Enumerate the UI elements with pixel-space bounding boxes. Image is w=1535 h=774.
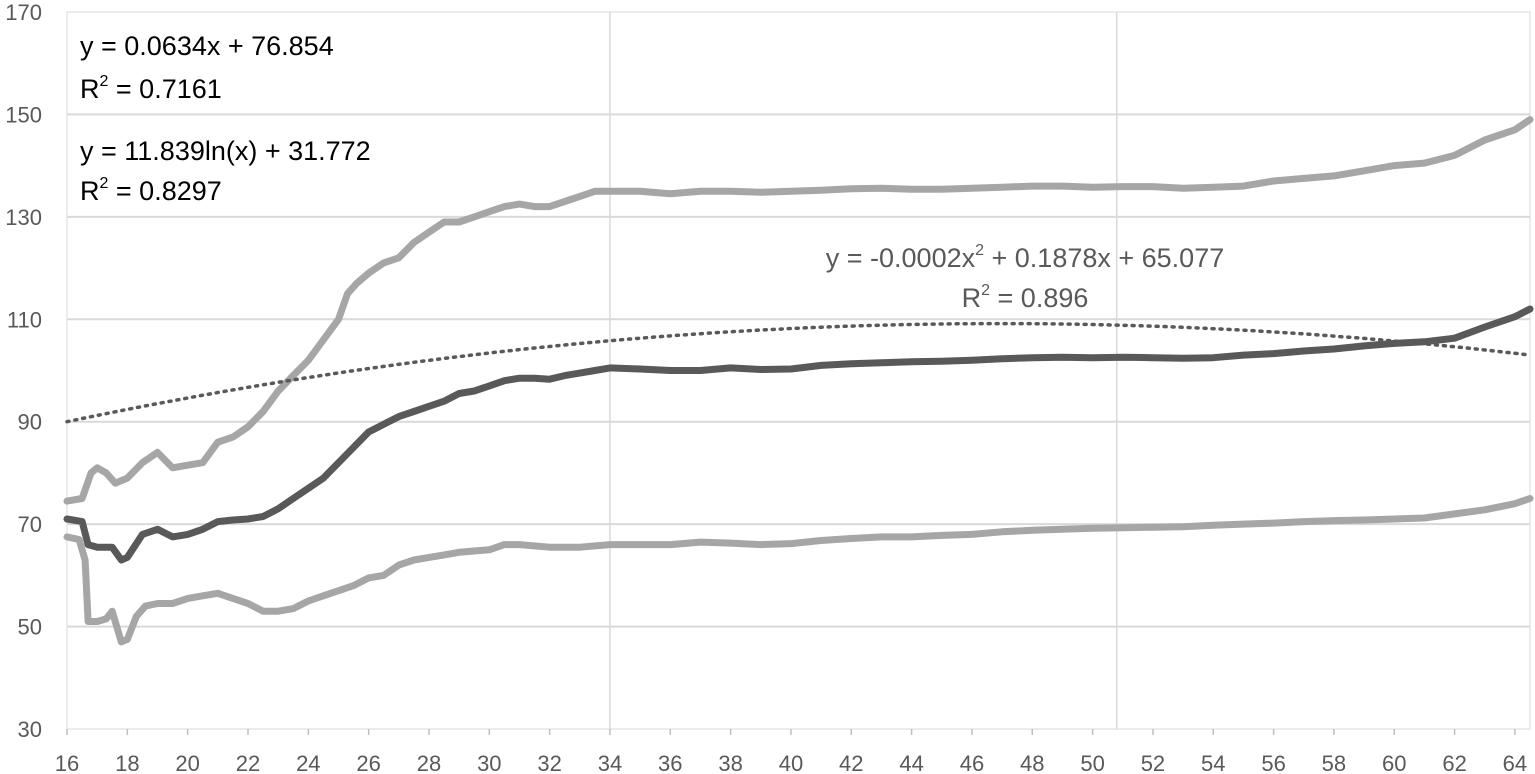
y-tick-label: 30 bbox=[18, 717, 42, 742]
y-tick-label: 170 bbox=[5, 0, 42, 25]
series-line-lower bbox=[63, 495, 1534, 646]
x-tick-label: 56 bbox=[1261, 751, 1285, 774]
log-r2: R2 = 0.8297 bbox=[80, 175, 222, 206]
y-tick-label: 130 bbox=[5, 205, 42, 230]
x-tick-label: 30 bbox=[477, 751, 501, 774]
series-line-trendline bbox=[65, 321, 1532, 424]
x-tick-labels: 16 18 20 22 24 26 28 30 32 34 36 38 40 42 44 46 48 50 52 54… bbox=[55, 729, 1527, 774]
x-tick-label: 24 bbox=[296, 751, 320, 774]
x-tick-label: 20 bbox=[175, 751, 199, 774]
x-tick-label: 60 bbox=[1382, 751, 1406, 774]
y-tick-label: 70 bbox=[18, 512, 42, 537]
x-tick-label: 52 bbox=[1141, 751, 1165, 774]
x-tick-label: 64 bbox=[1503, 751, 1527, 774]
x-tick-label: 34 bbox=[598, 751, 622, 774]
x-tick-label: 32 bbox=[537, 751, 561, 774]
x-tick-label: 28 bbox=[417, 751, 441, 774]
y-tick-label: 50 bbox=[18, 615, 42, 640]
x-tick-label: 48 bbox=[1020, 751, 1044, 774]
x-tick-label: 42 bbox=[839, 751, 863, 774]
superscript: 2 bbox=[100, 175, 109, 192]
y-tick-label: 90 bbox=[18, 410, 42, 435]
superscript: 2 bbox=[975, 242, 984, 259]
log-equation: y = 11.839ln(x) + 31.772 bbox=[80, 136, 371, 166]
r2-label: R bbox=[80, 176, 100, 206]
x-tick-label: 46 bbox=[960, 751, 984, 774]
series-lines bbox=[63, 116, 1534, 646]
linear-r2: R2 = 0.7161 bbox=[80, 73, 222, 104]
y-tick-labels: 30 50 70 90 110 130 150 170 bbox=[5, 0, 42, 742]
r2-label: R bbox=[80, 74, 100, 104]
x-tick-label: 40 bbox=[779, 751, 803, 774]
linear-equation: y = 0.0634x + 76.854 bbox=[80, 31, 334, 61]
r2-value: = 0.896 bbox=[990, 283, 1088, 313]
y-tick-label: 110 bbox=[7, 307, 42, 332]
x-tick-label: 22 bbox=[236, 751, 260, 774]
x-tick-label: 18 bbox=[115, 751, 139, 774]
x-tick-label: 36 bbox=[658, 751, 682, 774]
x-tick-label: 38 bbox=[718, 751, 742, 774]
superscript: 2 bbox=[100, 73, 109, 90]
x-tick-label: 16 bbox=[55, 751, 79, 774]
poly-fit-annotation: y = -0.0002x2 + 0.1878x + 65.077 R2 = 0.… bbox=[826, 242, 1224, 313]
x-tick-label: 54 bbox=[1201, 751, 1225, 774]
poly-equation: y = -0.0002x2 + 0.1878x + 65.077 bbox=[826, 242, 1224, 273]
x-tick-label: 44 bbox=[899, 751, 923, 774]
series-line-mean bbox=[63, 305, 1534, 564]
r2-label: R bbox=[962, 283, 982, 313]
x-tick-label: 58 bbox=[1322, 751, 1346, 774]
poly-r2: R2 = 0.896 bbox=[962, 282, 1089, 313]
x-tick-label: 50 bbox=[1080, 751, 1104, 774]
x-tick-label: 62 bbox=[1442, 751, 1466, 774]
series-line-upper bbox=[63, 116, 1534, 505]
linear-fit-annotation: y = 0.0634x + 76.854 R2 = 0.7161 bbox=[80, 31, 334, 104]
r2-value: = 0.7161 bbox=[108, 74, 221, 104]
r2-value: = 0.8297 bbox=[108, 176, 221, 206]
poly-equation-b: + 0.1878x + 65.077 bbox=[984, 243, 1224, 273]
poly-equation-a: y = -0.0002x bbox=[826, 243, 976, 273]
superscript: 2 bbox=[981, 282, 990, 299]
log-fit-annotation: y = 11.839ln(x) + 31.772 R2 = 0.8297 bbox=[80, 136, 371, 206]
x-tick-label: 26 bbox=[356, 751, 380, 774]
y-tick-label: 150 bbox=[5, 102, 42, 127]
